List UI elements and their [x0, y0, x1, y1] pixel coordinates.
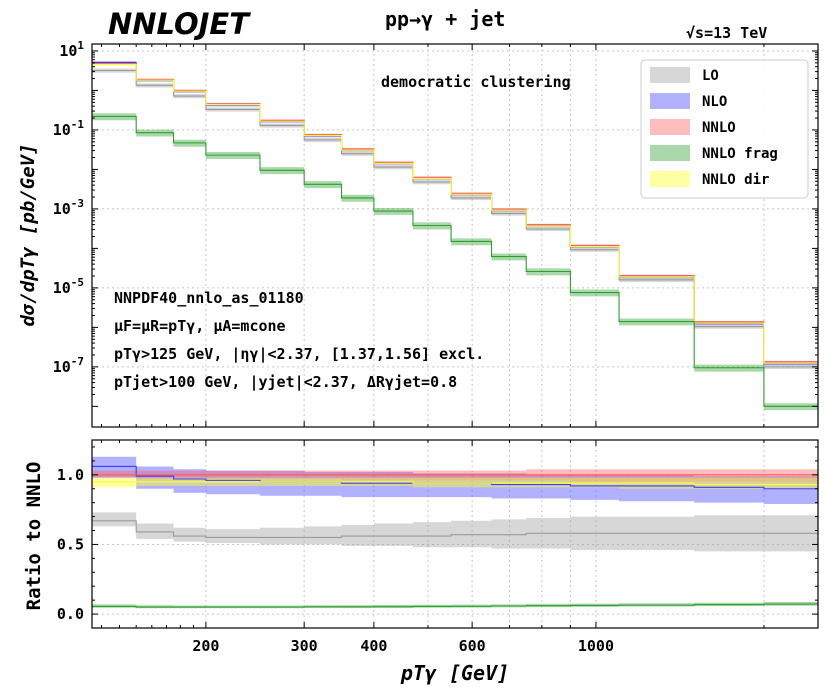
- bottom-x-ticks: 200 300 400 600 1000: [101, 440, 765, 655]
- legend-swatch-nnlo: [650, 119, 690, 135]
- x-tick-label: 300: [291, 637, 318, 655]
- clustering-annotation: democratic clustering: [381, 73, 571, 91]
- bottom-line-nlo: [92, 465, 818, 490]
- legend-label-nlo: NLO: [702, 94, 727, 110]
- cross-section-panel: 101 10-1 10-3 10-5 10-7 dσ/dpTγ [pb/GeV] dem…: [17, 39, 819, 428]
- x-tick-label: 1000: [578, 637, 614, 655]
- bottom-line-lo: [92, 520, 818, 539]
- bottom-y-tick-label: 0.0: [57, 605, 84, 623]
- ratio-panel: 0.0 0.5 1.0 200 300 400 600 1000 Ratio to NNLO…: [23, 439, 819, 685]
- top-y-tick-label: 10-1: [53, 118, 85, 139]
- energy-sqrt-s: √s: [686, 24, 704, 42]
- bottom-line-nnlo-dir: [92, 481, 818, 486]
- top-y-tick-label: 10-7: [53, 355, 84, 376]
- bottom-band-lo: [92, 512, 818, 552]
- legend: LO NLO NNLO NNLO frag NNLO dir: [640, 59, 809, 199]
- process-label: pp→γ + jet: [385, 7, 505, 31]
- top-y-tick-label: 10-3: [53, 197, 84, 218]
- top-line-nnlo-dir: [92, 63, 818, 364]
- photon-cuts-annotation: pTγ>125 GeV, |ηγ|<2.37, [1.37,1.56] excl…: [114, 345, 484, 364]
- bottom-plot-area: [92, 440, 818, 628]
- legend-item-nnlo-frag: NNLO frag: [650, 145, 778, 162]
- legend-item-nlo: NLO: [650, 93, 727, 110]
- legend-label-lo: LO: [702, 68, 719, 84]
- bottom-band-nnlo: [92, 469, 818, 482]
- cut-annotations: NNPDF40_nnlo_as_01180 μF=μR=pTγ, μA=mcon…: [114, 289, 484, 392]
- bottom-y-ticks: 0.0 0.5 1.0: [57, 446, 818, 629]
- top-x-tick-marks: [101, 44, 765, 427]
- legend-item-nnlo-dir: NNLO dir: [650, 171, 769, 188]
- legend-swatch-nnlo-frag: [650, 145, 690, 161]
- legend-label-nnlo: NNLO: [702, 120, 736, 136]
- energy-value: =13 TeV: [704, 24, 767, 42]
- scales-annotation: μF=μR=pTγ, μA=mcone: [114, 317, 286, 335]
- bottom-y-tick-label: 1.0: [57, 466, 84, 484]
- top-frame: [91, 43, 819, 428]
- top-line-nnlo-frag: [92, 115, 818, 407]
- jet-cuts-annotation: pTjet>100 GeV, |yjet|<2.37, ΔRγjet=0.8: [114, 373, 457, 392]
- legend-swatch-nlo: [650, 93, 690, 109]
- x-axis-label: pTγ [GeV]: [400, 661, 509, 685]
- top-y-ticks: 101 10-1 10-3 10-5 10-7: [53, 39, 818, 407]
- top-y-tick-label: 101: [59, 39, 84, 60]
- bottom-lines: [92, 465, 818, 608]
- legend-label-nnlo-dir: NNLO dir: [702, 172, 769, 188]
- x-tick-label: 400: [360, 637, 387, 655]
- x-tick-label: 600: [459, 637, 486, 655]
- nnlojet-logo: NNLOJET: [108, 7, 251, 41]
- legend-label-nnlo-frag: NNLO frag: [702, 146, 778, 162]
- legend-item-lo: LO: [650, 67, 719, 84]
- legend-items: LO NLO NNLO NNLO frag NNLO dir: [650, 67, 778, 188]
- legend-swatch-lo: [650, 67, 690, 83]
- top-y-axis-label: dσ/dpTγ [pb/GeV]: [17, 143, 39, 326]
- pdf-annotation: NNPDF40_nnlo_as_01180: [114, 289, 304, 307]
- bottom-y-tick-label: 0.5: [57, 535, 84, 553]
- legend-item-nnlo: NNLO: [650, 119, 736, 136]
- bottom-line-nnlo-frag: [92, 603, 818, 608]
- top-y-tick-label: 10-5: [53, 276, 84, 297]
- bottom-y-axis-label: Ratio to NNLO: [23, 462, 45, 611]
- bottom-band-nlo: [92, 456, 818, 505]
- bottom-frame: [91, 439, 819, 629]
- legend-swatch-nnlo-dir: [650, 171, 690, 187]
- top-lines: [92, 61, 818, 407]
- legend-box: [640, 59, 809, 199]
- x-tick-label: 200: [192, 637, 219, 655]
- energy-label: √s=13 TeV: [686, 24, 767, 42]
